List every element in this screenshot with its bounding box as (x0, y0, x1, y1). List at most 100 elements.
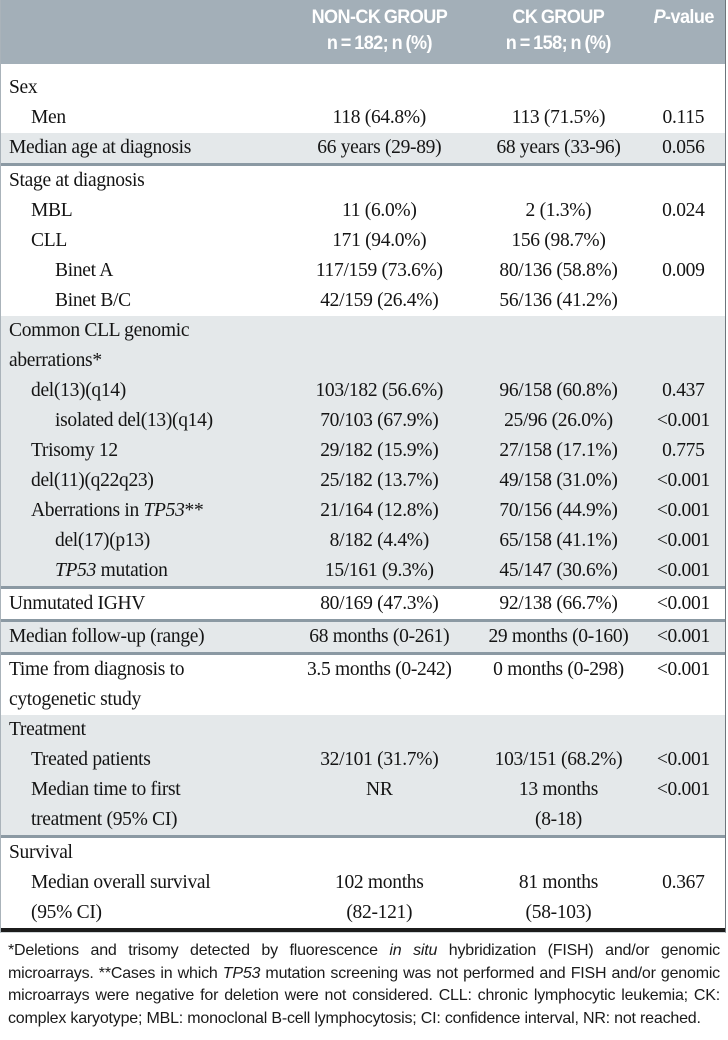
non-ck-value: 70/103 (67.9%) (283, 406, 476, 436)
p-value: 0.056 (641, 133, 725, 166)
ck-value: 113 (71.5%) (511, 107, 606, 128)
row-label: Men (31, 107, 66, 128)
row-label: Median age at diagnosis (1, 133, 284, 166)
p-value: 0.367 (641, 868, 725, 932)
non-ck-value: 68 months (0-261) (283, 620, 476, 655)
section-row: Stage at diagnosis (1, 165, 725, 197)
table-row: del(13)(q14) 103/182 (56.6%) 96/158 (60.8%… (1, 376, 725, 406)
table-body: Sex Men 118 (64.8%) 113 (71.5%) 0.115 Median … (1, 64, 725, 932)
table-row: Binet B/C 42/159 (26.4%) 56/136 (41.2%) (1, 286, 725, 316)
ck-value: 49/158 (31.0%) (475, 466, 642, 496)
non-ck-value: 42/159 (26.4%) (320, 290, 439, 311)
row-label: Stage at diagnosis (9, 170, 145, 191)
ck-value: 65/158 (41.1%) (475, 526, 642, 556)
ck-group-n: n = 158; n (%) (505, 33, 612, 54)
p-value: 0.775 (641, 436, 725, 466)
ck-value: 2 (1.3%) (525, 200, 592, 221)
p-value: <0.001 (641, 466, 725, 496)
non-ck-value: 171 (94.0%) (332, 230, 427, 251)
header-ck-group: CK GROUP n = 158; n (%) (475, 0, 642, 64)
table-row: Unmutated IGHV 80/169 (47.3%) 92/138 (66.7… (1, 587, 725, 622)
row-label: Binet A (55, 260, 114, 281)
non-ck-value (283, 64, 475, 103)
p-value (641, 715, 725, 745)
non-ck-value: 80/169 (47.3%) (283, 587, 476, 622)
ck-value: 45/147 (30.6%) (475, 556, 642, 589)
row-label: del(17)(p13) (1, 526, 284, 556)
row-label: Binet B/C (55, 290, 131, 311)
footnote: *Deletions and trisomy detected by fluor… (8, 942, 720, 1027)
ck-value (475, 64, 642, 103)
row-label: Treatment (1, 715, 284, 745)
ck-value: 92/138 (66.7%) (475, 587, 642, 622)
non-ck-value: 103/182 (56.6%) (283, 376, 476, 406)
comparison-table: NON-CK GROUP n = 182; n (%) CK GROUP n =… (0, 0, 726, 933)
table-row: Aberrations in TP53** 21/164 (12.8%) 70/15… (1, 496, 725, 526)
ck-value (475, 316, 642, 376)
row-label: Trisomy 12 (1, 436, 284, 466)
table-row: Median age at diagnosis 66 years (29-89) 6… (1, 133, 725, 166)
row-label: Median time to first treatment (95% CI) (1, 775, 284, 838)
p-value: 0.024 (662, 200, 705, 221)
p-value: <0.001 (641, 587, 725, 622)
header-p-value: P-value (641, 0, 725, 64)
p-value: <0.001 (641, 775, 725, 838)
header-empty-cell (1, 0, 284, 64)
table-row: del(17)(p13) 8/182 (4.4%) 65/158 (41.1%) <0… (1, 526, 725, 556)
p-value (642, 226, 725, 256)
row-label: TP53 mutation (1, 556, 284, 589)
ck-value (475, 837, 642, 869)
row-label: Median follow-up (range) (1, 620, 284, 655)
table-row: Median follow-up (range) 68 months (0-261… (1, 620, 725, 655)
ck-value: 80/136 (58.8%) (499, 260, 618, 281)
p-value (642, 64, 725, 103)
table-row: CLL 171 (94.0%) 156 (98.7%) (1, 226, 725, 256)
row-label: CLL (31, 230, 67, 251)
row-label: Sex (9, 77, 38, 98)
header-non-ck-group: NON-CK GROUP n = 182; n (%) (283, 0, 476, 64)
non-ck-group-n: n = 182; n (%) (326, 33, 433, 54)
row-label: Survival (9, 842, 73, 863)
ck-value: 156 (98.7%) (511, 230, 606, 251)
non-ck-value: 15/161 (9.3%) (283, 556, 476, 589)
non-ck-value: 11 (6.0%) (342, 200, 417, 221)
ck-group-title: CK GROUP (512, 7, 605, 28)
non-ck-value: 3.5 months (0-242) (306, 659, 452, 680)
p-value: <0.001 (641, 556, 725, 589)
p-value: 0.115 (662, 107, 705, 128)
non-ck-value: 117/159 (73.6%) (315, 260, 443, 281)
non-ck-value (283, 715, 476, 745)
non-ck-value: 32/101 (31.7%) (283, 745, 476, 775)
p-value: <0.001 (641, 496, 725, 526)
section-row: Sex (1, 64, 725, 103)
non-ck-group-title: NON-CK GROUP (311, 7, 448, 28)
ck-value: 0 months (0-298) (493, 659, 624, 680)
p-value: <0.001 (641, 745, 725, 775)
row-label: MBL (31, 200, 73, 221)
p-value: <0.001 (641, 406, 725, 436)
table-row: del(11)(q22q23) 25/182 (13.7%) 49/158 (31.… (1, 466, 725, 496)
table-row: Treated patients 32/101 (31.7%) 103/151 (6… (1, 745, 725, 775)
ck-value: 103/151 (68.2%) (475, 745, 642, 775)
row-label: Unmutated IGHV (1, 587, 284, 622)
section-row: Treatment (1, 715, 725, 745)
ck-value: 70/156 (44.9%) (475, 496, 642, 526)
table-row: Binet A 117/159 (73.6%) 80/136 (58.8%) 0.00… (1, 256, 725, 286)
table-row: Trisomy 12 29/182 (15.9%) 27/158 (17.1%) 0.… (1, 436, 725, 466)
section-row: Common CLL genomic aberrations* (1, 316, 725, 376)
ck-value: 27/158 (17.1%) (475, 436, 642, 466)
non-ck-value (283, 837, 475, 869)
p-value: 0.437 (641, 376, 725, 406)
section-row: Survival (1, 837, 725, 869)
p-value (642, 286, 725, 316)
ck-value: 56/136 (41.2%) (499, 290, 618, 311)
ck-value: 81 months (58-103) (475, 868, 642, 932)
non-ck-value: 29/182 (15.9%) (283, 436, 476, 466)
row-label: Treated patients (1, 745, 284, 775)
table-row: Median time to first treatment (95% CI) N… (1, 775, 725, 838)
ck-value (475, 165, 642, 197)
non-ck-value (283, 165, 475, 197)
p-value: <0.001 (641, 526, 725, 556)
non-ck-value: 8/182 (4.4%) (283, 526, 476, 556)
ck-value: 96/158 (60.8%) (475, 376, 642, 406)
